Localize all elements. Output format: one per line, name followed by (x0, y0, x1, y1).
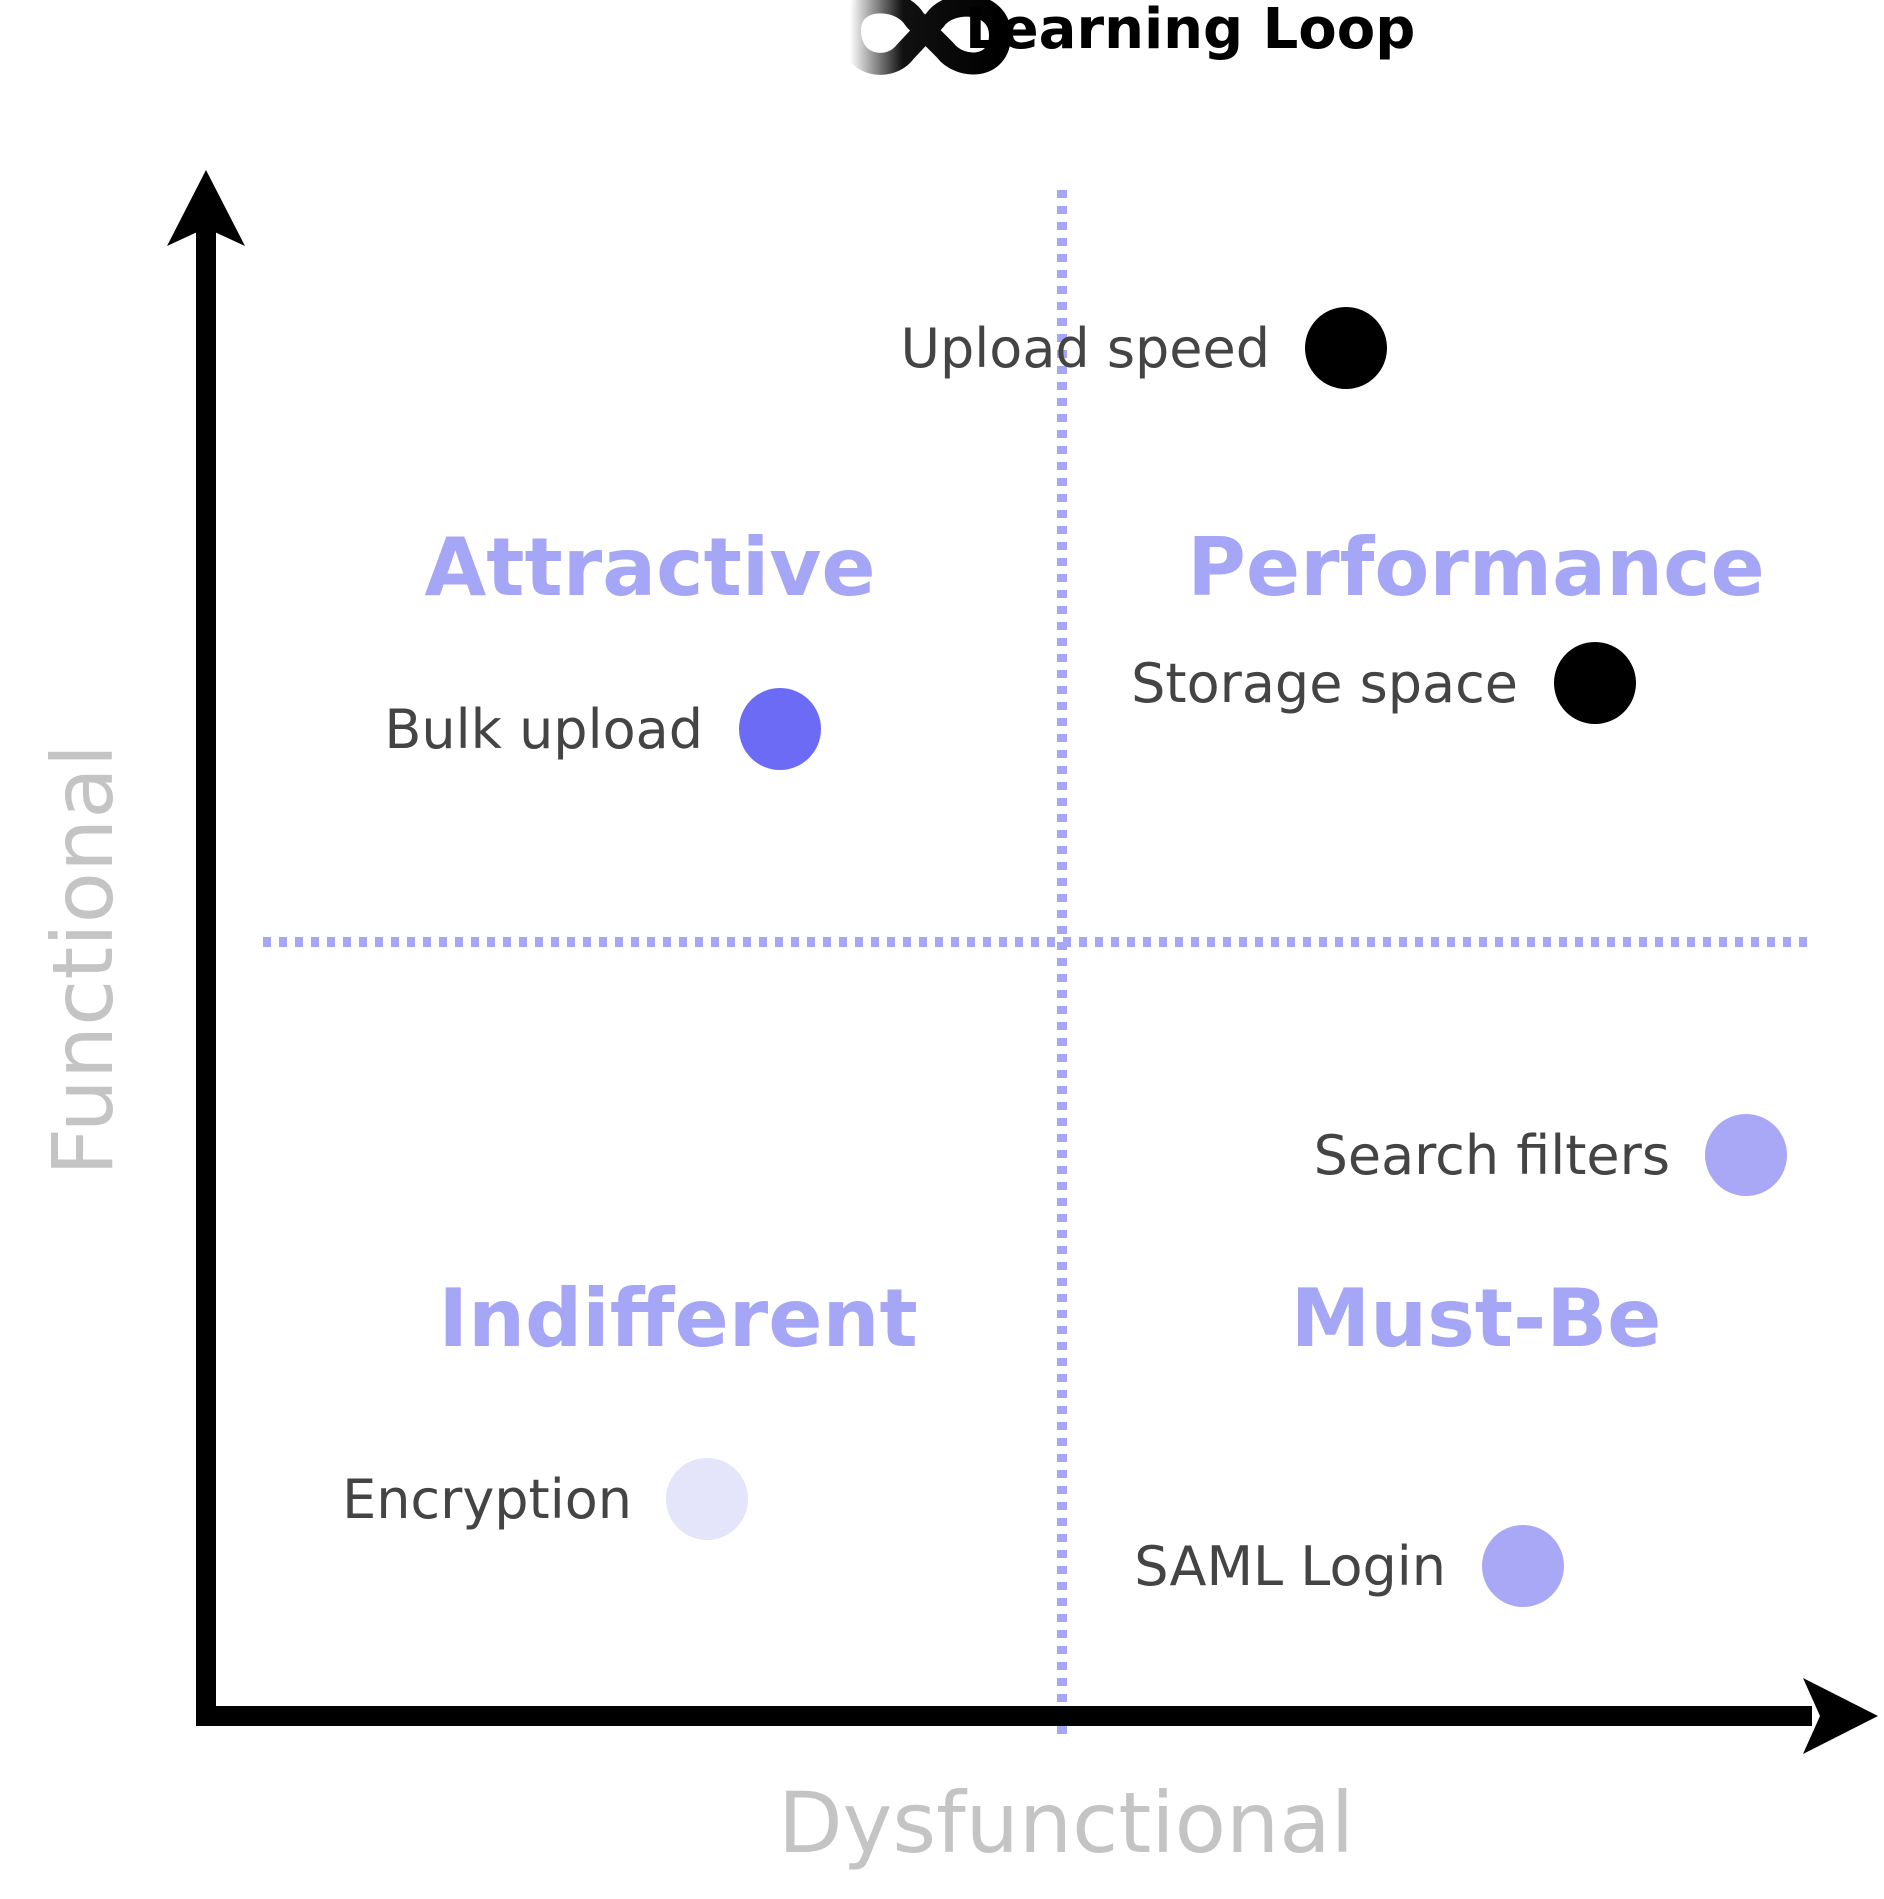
feature-label: Upload speed (900, 317, 1270, 380)
feature-point-bulk-upload: Bulk upload (384, 688, 821, 770)
feature-label: SAML Login (1134, 1535, 1446, 1598)
brand-name: Learning Loop (965, 0, 1415, 62)
feature-point-upload-speed: Upload speed (900, 307, 1387, 389)
x-axis-label: Dysfunctional (778, 1774, 1354, 1872)
feature-label: Encryption (342, 1468, 632, 1531)
feature-point-saml-login: SAML Login (1134, 1525, 1564, 1607)
feature-label: Storage space (1131, 652, 1518, 715)
feature-label: Bulk upload (384, 698, 703, 761)
feature-dot (1482, 1525, 1564, 1607)
y-axis (167, 170, 245, 1720)
quadrant-must-be: Must-Be (1291, 1272, 1662, 1365)
infinity-loop-icon (839, 0, 1011, 75)
quadrant-performance: Performance (1187, 521, 1765, 614)
feature-dot (1705, 1114, 1787, 1196)
feature-dot (739, 688, 821, 770)
feature-dot (1554, 642, 1636, 724)
feature-dot (666, 1458, 748, 1540)
feature-dot (1305, 307, 1387, 389)
x-axis (196, 1678, 1878, 1754)
y-axis-arrow-icon (167, 170, 245, 246)
x-axis-arrow-icon (1803, 1678, 1878, 1754)
quadrant-attractive: Attractive (424, 521, 875, 614)
quadrant-indifferent: Indifferent (438, 1272, 917, 1365)
feature-point-search-filters: Search filters (1314, 1114, 1787, 1196)
feature-point-storage-space: Storage space (1131, 642, 1636, 724)
brand-header: Learning Loop (839, 0, 1415, 75)
feature-label: Search filters (1314, 1124, 1670, 1187)
feature-point-encryption: Encryption (342, 1458, 748, 1540)
y-axis-label: Functional (34, 744, 132, 1176)
